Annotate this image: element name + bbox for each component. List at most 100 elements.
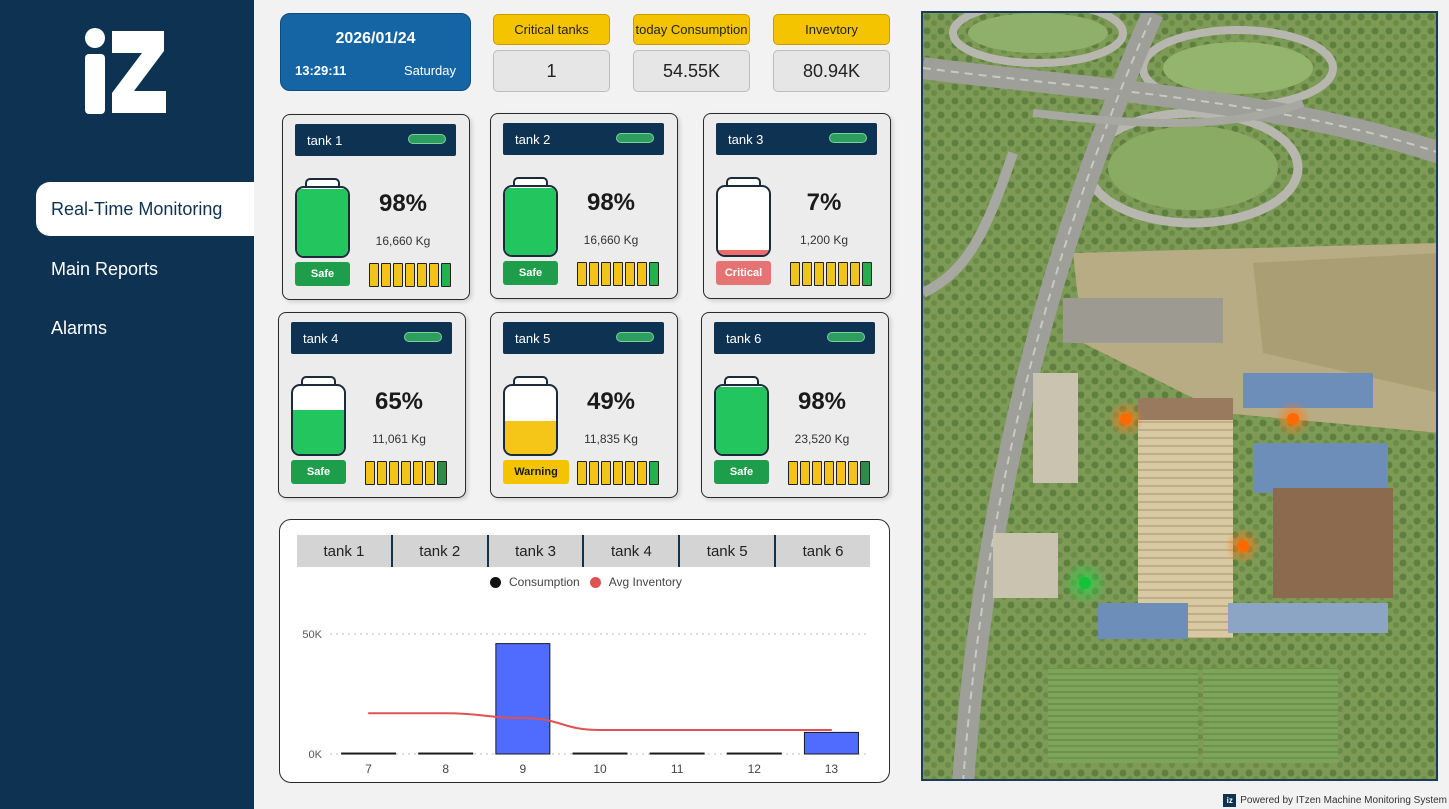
site-map[interactable] — [921, 11, 1438, 781]
point-avg-inventory-12 — [753, 729, 756, 731]
consumption-chart-panel: tank 1 tank 2 tank 3 tank 4 tank 5 tank … — [279, 519, 890, 783]
tank-level-percent: 98% — [797, 388, 847, 415]
level-bars — [788, 461, 870, 485]
tab-tank-3[interactable]: tank 3 — [488, 535, 585, 567]
level-segment — [862, 262, 872, 286]
tank-name: tank 2 — [515, 131, 551, 147]
tank-level-fill — [293, 409, 344, 454]
level-segment — [836, 461, 846, 485]
footer: iz Powered by ITzen Machine Monitoring S… — [1223, 794, 1449, 807]
y-tick-label: 0K — [309, 749, 323, 761]
level-segment — [589, 262, 599, 286]
tank-status-badge: Warning — [503, 460, 569, 484]
x-tick-label: 10 — [593, 762, 607, 776]
legend-avg-inventory-label: Avg Inventory — [608, 575, 682, 589]
x-tick-label: 12 — [748, 762, 762, 776]
level-segment — [812, 461, 822, 485]
level-segment — [405, 263, 415, 287]
y-tick-label: 50K — [302, 629, 322, 641]
tank-card-5[interactable]: tank 5 49% 11,835 Kg Warning — [490, 312, 678, 498]
tank-level-percent: 98% — [586, 189, 636, 216]
datetime-panel: 2026/01/24 13:29:11 Saturday — [280, 13, 471, 91]
level-segment — [637, 262, 647, 286]
bar-consumption-10 — [572, 752, 628, 755]
level-bars — [577, 461, 659, 485]
tank-status-badge: Critical — [716, 261, 771, 285]
level-segment — [401, 461, 411, 485]
tank-name: tank 5 — [515, 330, 551, 346]
level-segment — [637, 461, 647, 485]
tab-tank-6[interactable]: tank 6 — [776, 535, 870, 567]
tank-card-3[interactable]: tank 3 7% 1,200 Kg Critical — [703, 113, 891, 299]
tank-card-2[interactable]: tank 2 98% 16,660 Kg Safe — [490, 113, 678, 299]
level-segment — [814, 262, 824, 286]
kpi-inventory-label: Invevtory — [773, 14, 890, 45]
tank-header: tank 1 — [295, 124, 456, 156]
tank-level-icon — [291, 376, 346, 456]
tank-name: tank 1 — [307, 132, 343, 148]
tank-card-6[interactable]: tank 6 98% 23,520 Kg Safe — [701, 312, 889, 498]
level-segment — [826, 262, 836, 286]
level-segment — [848, 461, 858, 485]
tank-card-4[interactable]: tank 4 65% 11,061 Kg Safe — [278, 312, 466, 498]
tank-level-fill — [716, 387, 767, 454]
tank-weight: 16,660 Kg — [583, 233, 639, 247]
tank-status-badge: Safe — [503, 261, 558, 285]
chart-legend: Consumption Avg Inventory — [490, 575, 682, 589]
tank-header: tank 5 — [503, 322, 664, 354]
tank-level-percent: 49% — [586, 388, 636, 415]
current-day: Saturday — [403, 63, 456, 78]
online-indicator-icon — [616, 332, 654, 342]
kpi-today-consumption-value: 54.55K — [633, 50, 750, 92]
tank-card-1[interactable]: tank 1 98% 16,660 Kg Safe — [282, 114, 470, 300]
x-tick-label: 11 — [671, 762, 684, 776]
x-tick-label: 13 — [825, 762, 839, 776]
tank-weight: 23,520 Kg — [794, 432, 850, 446]
bar-consumption-7 — [341, 752, 397, 755]
tab-tank-5[interactable]: tank 5 — [680, 535, 777, 567]
level-segment — [389, 461, 399, 485]
level-segment — [577, 461, 587, 485]
line-avg-inventory — [368, 712, 832, 731]
current-time: 13:29:11 — [295, 63, 347, 78]
tank-weight: 16,660 Kg — [375, 234, 431, 248]
tank-level-fill — [718, 250, 769, 255]
nav-main-reports[interactable]: Main Reports — [51, 258, 159, 279]
point-avg-inventory-10 — [599, 729, 601, 731]
level-segment — [393, 263, 403, 287]
x-tick-label: 7 — [365, 762, 372, 776]
level-segment — [365, 461, 375, 485]
tank-level-fill — [505, 188, 556, 255]
level-segment — [800, 461, 810, 485]
tank-level-fill — [297, 189, 348, 256]
tab-tank-1[interactable]: tank 1 — [297, 535, 393, 567]
level-segment — [625, 461, 635, 485]
point-avg-inventory-9 — [522, 717, 524, 719]
kpi-critical-tanks-label: Critical tanks — [493, 14, 610, 45]
level-segment — [824, 461, 834, 485]
online-indicator-icon — [404, 332, 442, 342]
kpi-critical-tanks-value: 1 — [493, 50, 610, 92]
legend-consumption-label: Consumption — [509, 575, 580, 589]
level-segment — [437, 461, 447, 485]
online-indicator-icon — [616, 133, 654, 143]
level-segment — [649, 461, 659, 485]
tab-tank-2[interactable]: tank 2 — [392, 535, 489, 567]
tank-name: tank 6 — [726, 330, 762, 346]
bar-consumption-11 — [649, 752, 705, 755]
nav-alarms[interactable]: Alarms — [51, 317, 108, 338]
legend-avg-inventory-dot — [589, 576, 601, 588]
level-segment — [860, 461, 870, 485]
level-segment — [613, 461, 623, 485]
level-segment — [625, 262, 635, 286]
nav-real-time-monitoring[interactable]: Real-Time Monitoring — [36, 182, 254, 236]
tab-tank-4[interactable]: tank 4 — [584, 535, 681, 567]
level-segment — [369, 263, 379, 287]
tank-status-badge: Safe — [714, 460, 769, 484]
level-segment — [613, 262, 623, 286]
tank-level-percent: 98% — [378, 190, 428, 217]
level-segment — [601, 461, 611, 485]
kpi-today-consumption-label: today Consumption — [633, 14, 750, 45]
online-indicator-icon — [408, 134, 446, 144]
level-segment — [601, 262, 611, 286]
